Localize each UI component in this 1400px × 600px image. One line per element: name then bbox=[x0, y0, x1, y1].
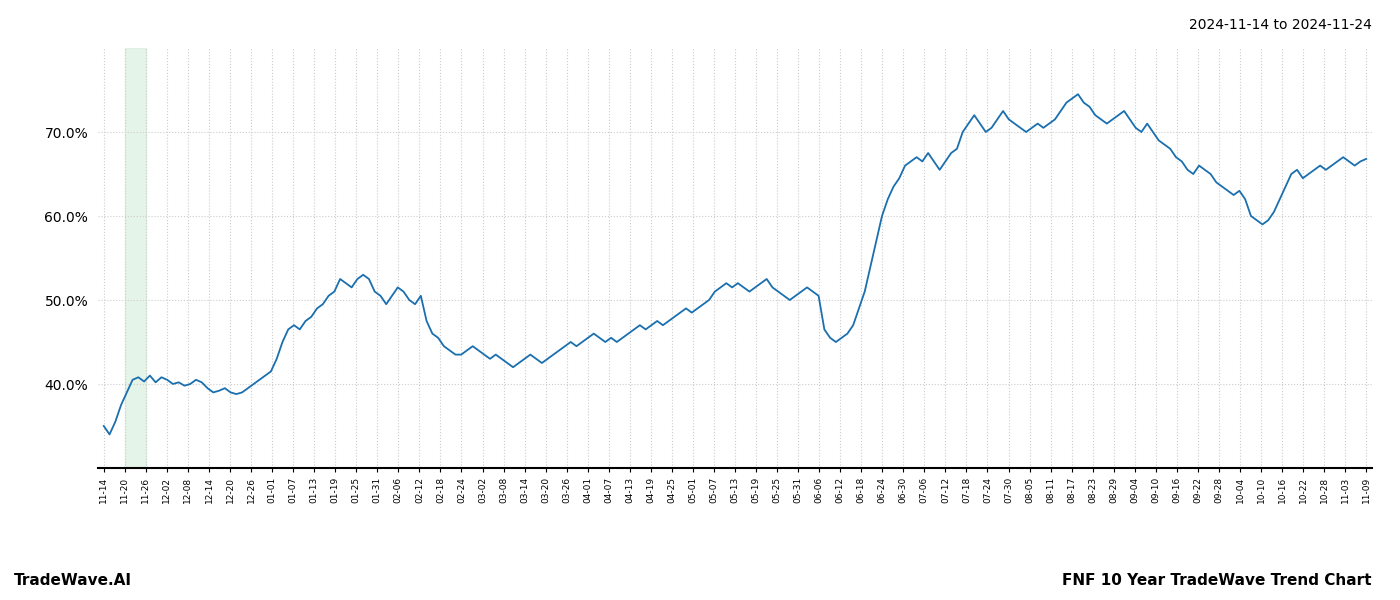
Text: 2024-11-14 to 2024-11-24: 2024-11-14 to 2024-11-24 bbox=[1189, 18, 1372, 32]
Text: FNF 10 Year TradeWave Trend Chart: FNF 10 Year TradeWave Trend Chart bbox=[1063, 573, 1372, 588]
Text: TradeWave.AI: TradeWave.AI bbox=[14, 573, 132, 588]
Bar bbox=[125, 48, 146, 468]
